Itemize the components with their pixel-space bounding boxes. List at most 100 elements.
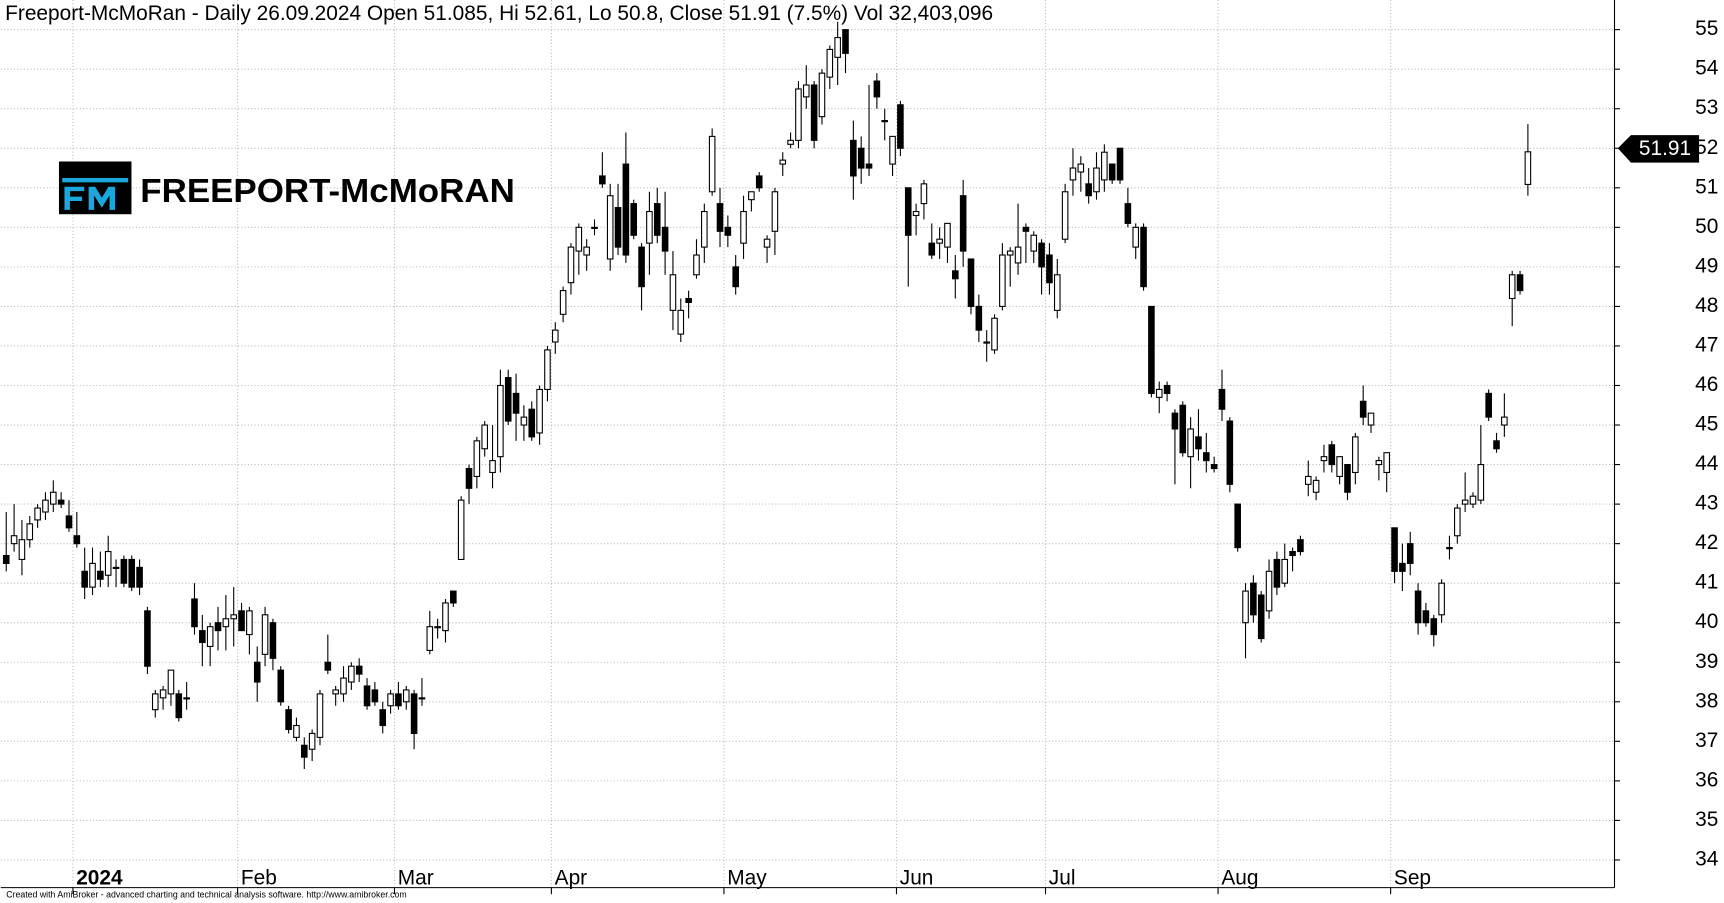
candle-body (1336, 456, 1343, 477)
price-tag-label: 51.91 (1639, 137, 1691, 160)
candle-body (693, 254, 700, 276)
candle-body (1203, 452, 1210, 462)
candle-body (755, 175, 763, 189)
logo: FREEPORT-McMoRAN (58, 161, 515, 215)
candle-body (1101, 151, 1108, 181)
candle-body (912, 210, 920, 217)
candle-body (277, 669, 285, 703)
candle-body (1187, 428, 1194, 458)
candle-body (1501, 416, 1508, 426)
candle-body (1242, 590, 1249, 624)
candle-body (285, 709, 292, 731)
candle-body (1524, 151, 1532, 185)
candle-body (1516, 274, 1524, 292)
candle-body (183, 697, 190, 700)
y-tick-label: 54 (1695, 57, 1718, 80)
candle-body (426, 626, 434, 651)
candle-body (112, 566, 120, 570)
candle-body (1022, 226, 1030, 232)
candle-body (512, 392, 520, 414)
candle-body (355, 665, 363, 675)
candle-body (904, 187, 912, 236)
candle-body (128, 558, 136, 588)
candle-body (120, 558, 128, 584)
candle-body (936, 238, 943, 244)
candle-body (332, 689, 339, 695)
y-tick-label: 43 (1695, 492, 1718, 515)
candle-body (520, 416, 528, 426)
candle-body (10, 535, 18, 545)
y-tick-label: 41 (1695, 571, 1718, 594)
candle-body (1352, 436, 1359, 474)
candle-body (1163, 384, 1171, 394)
candle-body (340, 677, 347, 695)
candle-body (732, 266, 739, 288)
candle-body (795, 88, 802, 141)
candle-body (818, 72, 826, 118)
candle-body (1312, 479, 1320, 493)
candle-body (1281, 558, 1289, 584)
candle-body (528, 408, 536, 438)
candle-body (1148, 305, 1155, 394)
candle-body (1493, 440, 1500, 450)
candle-body (1430, 618, 1438, 636)
candle-body (504, 377, 512, 422)
candle-body (575, 226, 583, 252)
candle-body (253, 661, 261, 683)
candle-body (1406, 543, 1414, 564)
x-tick-label: Feb (241, 866, 277, 889)
candle-body (748, 191, 755, 201)
candle-body (740, 210, 747, 244)
candle-body (1469, 495, 1477, 505)
candle-body (1124, 203, 1132, 224)
logo-text: FREEPORT-McMoRAN (140, 172, 515, 209)
candle-body (944, 222, 951, 248)
candle-body (1226, 420, 1234, 485)
candle-body (544, 349, 551, 390)
candle-body (1093, 167, 1100, 193)
candle-body (167, 669, 175, 695)
candle-body (1132, 226, 1140, 248)
candle-body (371, 689, 379, 703)
y-tick-label: 45 (1695, 413, 1718, 436)
grid-layer (0, 0, 1615, 888)
candle-body (646, 210, 653, 244)
candle-body (920, 183, 928, 205)
y-tick-label: 42 (1695, 531, 1718, 554)
candle-body (1077, 163, 1085, 173)
candle-body (881, 120, 889, 123)
candle-body (97, 570, 104, 580)
candle-body (975, 305, 983, 331)
candle-body (763, 238, 771, 248)
candle-body (136, 566, 143, 588)
candle-body (622, 163, 630, 256)
y-tick-label: 35 (1695, 808, 1718, 831)
candle-body (685, 297, 692, 304)
candle-body (1461, 499, 1469, 505)
candle-body (238, 610, 245, 632)
candle-body (324, 661, 332, 671)
x-tick-label: Apr (555, 866, 588, 889)
candle-body (551, 329, 559, 343)
candle-body (481, 424, 488, 450)
candle-body (1061, 191, 1069, 240)
candle-body (638, 246, 645, 288)
candle-body (850, 139, 857, 177)
y-tick-label: 48 (1695, 294, 1718, 317)
candle-body (1218, 388, 1226, 410)
candle-body (1391, 527, 1398, 572)
candle-body (89, 562, 96, 588)
candle-body (1359, 400, 1367, 418)
candle-body (716, 203, 724, 232)
candle-body (293, 724, 300, 738)
candle-body (269, 622, 277, 659)
candle-body (952, 270, 959, 280)
price-tag-box (1617, 135, 1700, 163)
candle-body (489, 460, 496, 474)
candle-body (857, 147, 865, 169)
x-tick-label: Aug (1221, 866, 1258, 889)
candle-body (606, 195, 614, 260)
last-price-tag: 51.91 (1617, 135, 1700, 163)
candle-body (230, 614, 237, 620)
candle-body (348, 665, 355, 683)
